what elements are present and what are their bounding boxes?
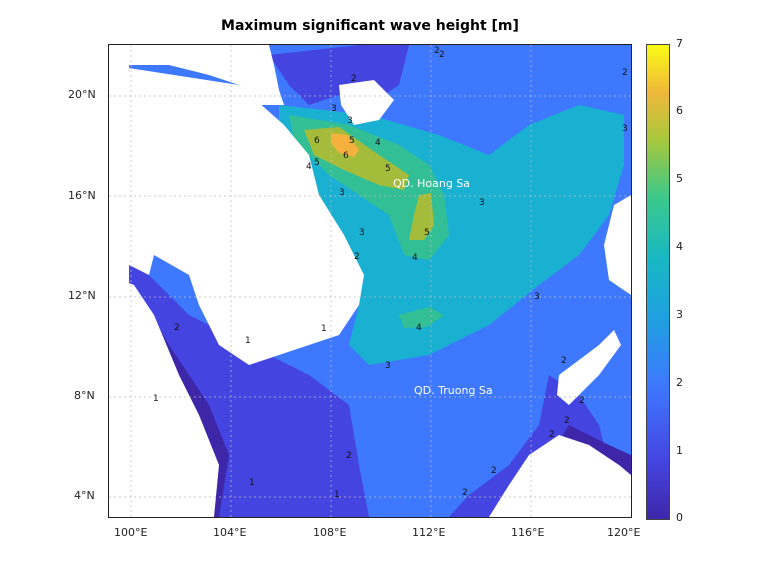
contour-label: 2 bbox=[622, 68, 628, 78]
contour-label: 5 bbox=[424, 228, 430, 238]
y-tick-label: 8°N bbox=[74, 389, 95, 402]
place-label-hoang-sa: QD. Hoang Sa bbox=[393, 177, 470, 190]
contour-label: 5 bbox=[385, 164, 391, 174]
place-label-truong-sa: QD. Truong Sa bbox=[414, 384, 493, 397]
colorbar-tick: 3 bbox=[676, 308, 683, 321]
land-borneo bbox=[489, 435, 631, 517]
contour-label: 2 bbox=[549, 430, 555, 440]
colorbar-tick: 1 bbox=[676, 444, 683, 457]
colorbar-tick: 6 bbox=[676, 104, 683, 117]
contour-label: 2 bbox=[354, 252, 360, 262]
y-tick-label: 16°N bbox=[68, 189, 96, 202]
x-tick-label: 116°E bbox=[511, 526, 545, 539]
land-malay-peninsula bbox=[109, 275, 219, 517]
land-west-corner bbox=[109, 45, 129, 517]
map-title: Maximum significant wave height [m] bbox=[221, 18, 519, 34]
contour-label: 4 bbox=[306, 162, 312, 172]
contour-label: 1 bbox=[334, 490, 340, 500]
contour-label: 4 bbox=[416, 323, 422, 333]
graticule bbox=[109, 45, 631, 517]
contour-label: 3 bbox=[534, 292, 540, 302]
x-tick-label: 108°E bbox=[313, 526, 347, 539]
contour-label: 2 bbox=[462, 488, 468, 498]
land-hainan bbox=[339, 80, 394, 125]
land-indochina bbox=[109, 65, 364, 365]
x-tick-label: 120°E bbox=[607, 526, 641, 539]
contour-label: 6 bbox=[343, 151, 349, 161]
south-patch-4m bbox=[399, 307, 444, 328]
colorbar-tick: 5 bbox=[676, 172, 683, 185]
contour-label: 2 bbox=[434, 46, 440, 56]
contour-label: 6 bbox=[314, 136, 320, 146]
land-philippines-north bbox=[604, 195, 631, 295]
contour-label: 2 bbox=[439, 50, 445, 60]
hoang-sa-5m bbox=[409, 193, 434, 240]
contour-label: 2 bbox=[561, 356, 567, 366]
contour-label: 1 bbox=[153, 394, 159, 404]
contour-labels: 2 2 3 3 4 5 6 5 6 5 4 3 3 3 2 5 4 4 3 3 … bbox=[153, 46, 628, 500]
y-tick-label: 20°N bbox=[68, 88, 96, 101]
contour-label: 4 bbox=[412, 253, 418, 263]
colorbar-tick: 0 bbox=[676, 511, 683, 524]
contour-label: 3 bbox=[347, 116, 353, 126]
contour-label: 2 bbox=[351, 74, 357, 84]
contour-label: 3 bbox=[339, 188, 345, 198]
contour-label: 2 bbox=[564, 416, 570, 426]
colorbar-tick: 7 bbox=[676, 37, 683, 50]
wave-height-map: 2 2 3 3 4 5 6 5 6 5 4 3 3 3 2 5 4 4 3 3 … bbox=[108, 44, 632, 518]
contour-label: 2 bbox=[346, 451, 352, 461]
colorbar-tick: 2 bbox=[676, 376, 683, 389]
contour-label: 1 bbox=[245, 336, 251, 346]
contour-label: 3 bbox=[385, 361, 391, 371]
land-china-north bbox=[109, 45, 284, 105]
contour-label: 2 bbox=[491, 466, 497, 476]
contour-label: 1 bbox=[321, 324, 327, 334]
y-tick-label: 4°N bbox=[74, 489, 95, 502]
x-tick-label: 104°E bbox=[213, 526, 247, 539]
colorbar bbox=[646, 44, 670, 520]
contour-label: 3 bbox=[331, 104, 337, 114]
contour-label: 5 bbox=[314, 158, 320, 168]
contour-label: 2 bbox=[174, 323, 180, 333]
y-tick-label: 12°N bbox=[68, 289, 96, 302]
contour-label: 1 bbox=[249, 478, 255, 488]
contour-label: 3 bbox=[479, 198, 485, 208]
contour-label: 3 bbox=[359, 228, 365, 238]
map-svg: 2 2 3 3 4 5 6 5 6 5 4 3 3 3 2 5 4 4 3 3 … bbox=[109, 45, 631, 517]
core-6-7m bbox=[331, 133, 359, 157]
x-tick-label: 100°E bbox=[114, 526, 148, 539]
contour-label: 3 bbox=[622, 124, 628, 134]
land-palawan bbox=[557, 330, 621, 405]
colorbar-tick: 4 bbox=[676, 240, 683, 253]
core-5-6m bbox=[304, 127, 409, 190]
x-tick-label: 112°E bbox=[412, 526, 446, 539]
contour-label: 4 bbox=[375, 138, 381, 148]
contour-label: 5 bbox=[349, 136, 355, 146]
contour-label: 2 bbox=[579, 396, 585, 406]
